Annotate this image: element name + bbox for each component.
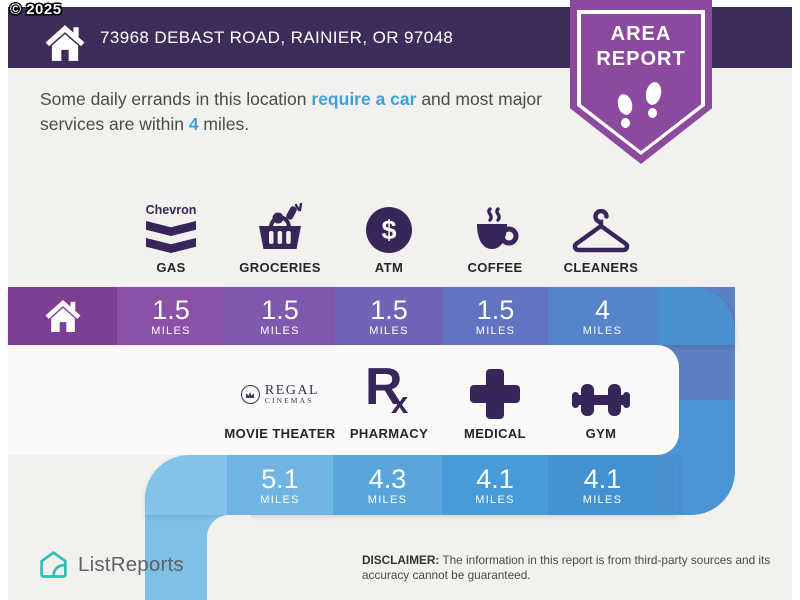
- intro-highlight-car: require a car: [311, 89, 417, 109]
- distance-segment-medical: 4.1 MILES: [442, 455, 548, 515]
- distance-value: 4.3: [368, 463, 407, 494]
- row2-icon-panel: [8, 345, 679, 455]
- distance-unit: MILES: [582, 324, 623, 337]
- intro-sentence: Some daily errands in this location requ…: [40, 87, 592, 137]
- band-notch-corner: [207, 515, 251, 559]
- intro-part2: and most major services are within: [40, 89, 542, 134]
- property-address: 73968 DEBAST ROAD, RAINIER, OR 97048: [100, 27, 454, 47]
- distance-segment-movie-theater: 5.1 MILES: [227, 455, 333, 515]
- poi-gas: Chevron GAS: [106, 197, 236, 275]
- poi-movie-theater: REGAL CINEMAS MOVIE THEATER: [215, 363, 345, 442]
- distance-value: 4.1: [583, 463, 622, 494]
- distance-value: 4: [594, 294, 611, 325]
- distance-value: 1.5: [370, 294, 408, 325]
- crown-icon: [240, 385, 260, 404]
- grocery-basket-icon: [259, 203, 303, 249]
- distance-segment-pharmacy: 4.3 MILES: [333, 455, 442, 515]
- poi-medical: MEDICAL: [430, 363, 560, 441]
- distance-bar-row2: 5.1 MILES 4.3 MILES 4.1 MILES 4.1 MILES: [145, 455, 679, 515]
- distance-segment-atm: 1.5 MILES: [335, 287, 443, 345]
- distance-segment-gym: 4.1 MILES: [548, 455, 657, 515]
- distance-unit: MILES: [151, 324, 191, 337]
- intro-part3: miles.: [198, 114, 250, 134]
- copyright-text: © 2025: [10, 1, 62, 18]
- distance-segment-gas: 1.5 MILES: [117, 287, 225, 345]
- distance-segment-groceries: 1.5 MILES: [225, 287, 335, 345]
- intro-part1: Some daily errands in this location: [40, 89, 312, 109]
- snake-connector-bottom: [679, 400, 735, 515]
- badge-title-line1: AREA: [610, 23, 672, 45]
- listreports-house-icon: [40, 551, 67, 578]
- distance-value: 5.1: [261, 463, 299, 494]
- hanger-icon: [572, 209, 630, 253]
- footprints-icon: [615, 80, 668, 131]
- disclaimer-body: The information in this report is from t…: [362, 553, 771, 582]
- dollar-symbol: $: [381, 214, 397, 245]
- home-icon: [45, 299, 80, 333]
- poi-label-atm: ATM: [374, 260, 404, 275]
- poi-coffee: COFFEE: [430, 197, 560, 275]
- chevron-brand-text: Chevron: [145, 203, 197, 217]
- home-segment: [8, 287, 117, 345]
- medical-cross-icon: [470, 369, 520, 419]
- disclaimer-label: DISCLAIMER:: [362, 553, 440, 567]
- regal-cinemas-logo: REGAL CINEMAS: [240, 383, 320, 405]
- bar2-end-segment: [657, 455, 679, 515]
- distance-unit: MILES: [369, 324, 409, 337]
- distance-unit: MILES: [582, 493, 623, 506]
- poi-label-movie-theater: MOVIE THEATER: [224, 426, 336, 441]
- area-report-badge: AREA REPORT: [570, 0, 712, 164]
- home-icon: [44, 23, 86, 63]
- distance-unit: MILES: [367, 493, 408, 506]
- distance-segment-cleaners: 4 MILES: [548, 287, 657, 345]
- rx-icon: R x: [361, 359, 417, 420]
- distance-unit: MILES: [475, 324, 516, 337]
- poi-label-pharmacy: PHARMACY: [349, 426, 429, 441]
- badge-title-line2: REPORT: [596, 48, 686, 70]
- distance-value: 1.5: [476, 294, 515, 325]
- poi-groceries: GROCERIES: [215, 197, 345, 275]
- regal-brand-line1: REGAL: [264, 383, 320, 398]
- poi-label-groceries: GROCERIES: [239, 260, 321, 275]
- poi-label-cleaners: CLEANERS: [563, 260, 639, 275]
- distance-unit: MILES: [475, 493, 515, 506]
- poi-label-coffee: COFFEE: [467, 260, 523, 275]
- dollar-coin-icon: $: [366, 207, 412, 253]
- distance-value: 4.1: [476, 463, 514, 494]
- distance-value: 1.5: [152, 294, 190, 325]
- distance-value: 1.5: [261, 294, 299, 325]
- regal-brand-line2: CINEMAS: [264, 396, 314, 405]
- poi-cleaners: CLEANERS: [536, 197, 666, 275]
- distance-segment-coffee: 1.5 MILES: [443, 287, 548, 345]
- listreports-logo: ListReports: [38, 549, 184, 580]
- poi-atm: $ ATM: [324, 197, 454, 275]
- distance-unit: MILES: [260, 493, 300, 506]
- rx-letter-x: x: [391, 385, 409, 420]
- coffee-cup-icon: [477, 207, 519, 249]
- snake-band-down: [145, 515, 207, 600]
- poi-gym: GYM: [536, 363, 666, 441]
- listreports-wordmark: ListReports: [78, 552, 184, 576]
- poi-label-gym: GYM: [585, 426, 617, 441]
- rx-letter-r: R: [365, 358, 403, 416]
- chevron-gas-logo: Chevron: [145, 203, 197, 253]
- poi-pharmacy: R x PHARMACY: [324, 359, 454, 441]
- poi-label-medical: MEDICAL: [463, 426, 527, 441]
- distance-bar-row1: 1.5 MILES 1.5 MILES 1.5 MILES 1.5 MILES …: [8, 287, 735, 345]
- dumbbell-icon: [572, 381, 630, 419]
- disclaimer-text: DISCLAIMER: The information in this repo…: [362, 553, 774, 583]
- distance-unit: MILES: [260, 324, 300, 337]
- intro-highlight-miles: 4: [188, 114, 199, 134]
- poi-label-gas: GAS: [156, 260, 186, 275]
